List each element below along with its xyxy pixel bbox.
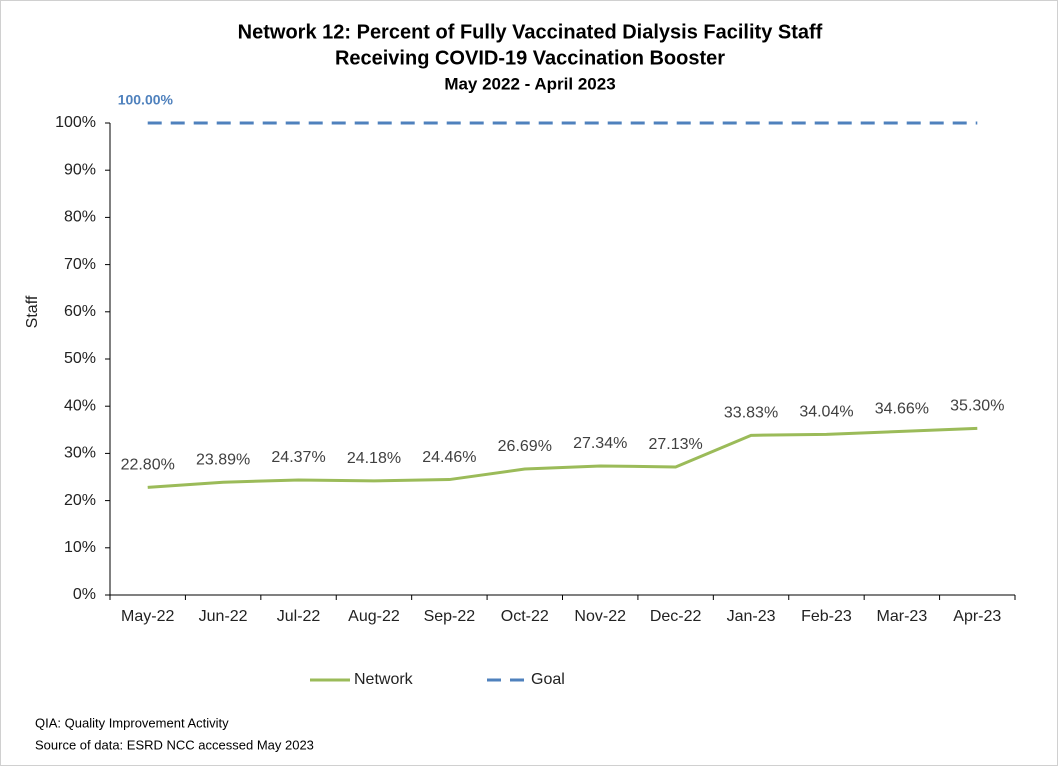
series-line (147, 426, 978, 489)
x-tick-label: Jan-23 (727, 608, 776, 625)
x-tick-label: Feb-23 (801, 608, 852, 625)
legend-label: Network (354, 671, 414, 688)
x-tick-label: Aug-22 (348, 608, 400, 625)
data-label: 100.00% (118, 92, 174, 108)
x-tick-label: Apr-23 (953, 608, 1001, 625)
x-tick-label: Jun-22 (199, 608, 248, 625)
data-label: 23.89% (196, 451, 250, 468)
data-label: 22.80% (121, 457, 175, 474)
y-tick-label: 10% (64, 539, 96, 556)
data-label: 27.13% (648, 436, 702, 453)
y-tick-label: 50% (64, 350, 96, 367)
footnote: QIA: Quality Improvement Activity (35, 715, 229, 730)
chart-title: Receiving COVID-19 Vaccination Booster (335, 47, 725, 69)
x-tick-label: Sep-22 (424, 608, 476, 625)
data-label: 24.18% (347, 450, 401, 467)
x-tick-label: Jul-22 (277, 608, 321, 625)
data-label: 35.30% (950, 398, 1004, 415)
data-label: 26.69% (498, 438, 552, 455)
x-tick-label: Nov-22 (574, 608, 626, 625)
y-tick-label: 70% (64, 256, 96, 273)
y-tick-label: 100% (55, 114, 96, 131)
x-tick-label: Oct-22 (501, 608, 549, 625)
y-tick-label: 80% (64, 209, 96, 226)
chart-subtitle: May 2022 - April 2023 (444, 74, 615, 93)
x-tick-label: May-22 (121, 608, 174, 625)
data-label: 34.66% (875, 401, 929, 418)
y-tick-label: 60% (64, 303, 96, 320)
y-axis-label: Staff (24, 295, 41, 328)
data-label: 24.37% (271, 449, 325, 466)
y-tick-label: 90% (64, 161, 96, 178)
x-tick-label: Mar-23 (877, 608, 928, 625)
y-tick-label: 30% (64, 445, 96, 462)
footnote: Source of data: ESRD NCC accessed May 20… (35, 737, 314, 752)
chart-title: Network 12: Percent of Fully Vaccinated … (238, 21, 823, 43)
data-label: 24.46% (422, 449, 476, 466)
y-tick-label: 40% (64, 397, 96, 414)
legend-label: Goal (531, 671, 565, 688)
y-tick-label: 20% (64, 492, 96, 509)
data-label: 27.34% (573, 435, 627, 452)
y-tick-label: 0% (73, 586, 96, 603)
data-label: 34.04% (799, 404, 853, 421)
data-label: 33.83% (724, 405, 778, 422)
x-tick-label: Dec-22 (650, 608, 702, 625)
